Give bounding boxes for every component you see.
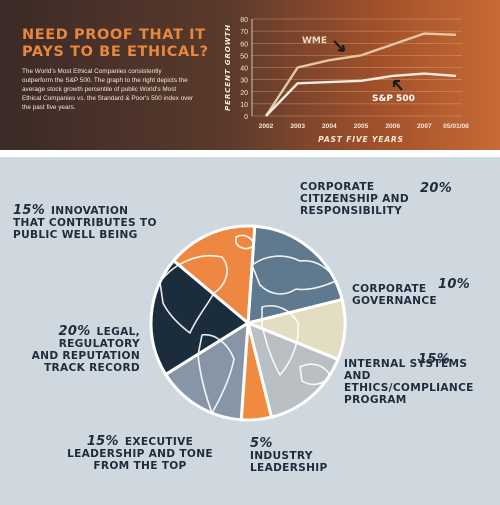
pie-slice: [149, 258, 251, 377]
series-arrow-wme: [333, 40, 346, 53]
y-tick-label: 70: [240, 29, 248, 36]
x-tick-label: 05/01/08: [443, 123, 469, 130]
pie-label-internal-systems: INTERNAL SYSTEMS AND ETHICS/COMPLIANCE P…: [344, 353, 479, 406]
x-tick-label: 2004: [322, 123, 337, 130]
series-arrow-sp500: [392, 79, 403, 91]
y-tick-label: 40: [240, 66, 248, 73]
series-line-sp500: [265, 72, 457, 117]
banner-headline: NEED PROOF THAT IT PAYS TO BE ETHICAL?: [22, 27, 209, 60]
pie-label-percent: 15%: [418, 352, 451, 367]
pie-label-name: EXECUTIVE LEADERSHIP AND TONE FROM THE T…: [67, 436, 213, 472]
pie-label-corporate-governance: CORPORATE GOVERNANCE 10%: [352, 278, 470, 307]
x-tick-label: 2006: [385, 123, 400, 130]
pie-label-name: LEGAL, REGULATORY AND REPUTATION TRACK R…: [31, 326, 140, 374]
continent-outline: [261, 305, 300, 376]
world-map-outline: [159, 234, 337, 414]
pie-label-industry-leadership: 5% INDUSTRY LEADERSHIP: [250, 436, 360, 474]
pie-label-percent: 20%: [420, 181, 453, 196]
series-label-sp500: S&P 500: [372, 94, 415, 104]
series-line-wme: [264, 32, 457, 117]
x-tick-label: 2005: [354, 123, 369, 130]
x-axis-label: PAST FIVE YEARS: [318, 135, 404, 144]
banner-description: The World's Most Ethical Companies consi…: [22, 68, 194, 111]
x-tick-label: 2002: [259, 123, 274, 130]
pie-slice: [245, 320, 340, 419]
y-tick-label: 60: [240, 41, 248, 48]
pie-label-percent: 10%: [438, 277, 471, 292]
continent-outline: [251, 255, 337, 295]
y-tick-label: 0: [244, 114, 248, 121]
growth-line-chart: 0 10 20 30 40 50 60 70 80 2002 2003 2004 2005 2006 200…: [223, 17, 469, 144]
pie-label-innovation: 15% INNOVATION THAT CONTRIBUTES TO PUBLI…: [13, 203, 163, 241]
y-tick-label: 50: [240, 53, 248, 60]
pie-label-legal-regulatory: 20% LEGAL, REGULATORY AND REPUTATION TRA…: [30, 324, 140, 374]
pie-slice: [246, 224, 344, 325]
pie-label-percent: 15%: [86, 434, 119, 449]
pie-label-name: CORPORATE GOVERNANCE: [352, 283, 437, 307]
pie-label-name: INTERNAL SYSTEMS AND ETHICS/COMPLIANCE P…: [344, 358, 474, 406]
pie-label-corporate-citizenship: CORPORATE CITIZENSHIP AND RESPONSIBILITY…: [300, 181, 452, 217]
pie-label-name: INNOVATION THAT CONTRIBUTES TO PUBLIC WE…: [13, 205, 157, 241]
x-tick-label: 2003: [290, 123, 305, 130]
pie-slice: [171, 224, 257, 327]
continent-outline: [299, 363, 331, 386]
continent-outline: [159, 255, 228, 334]
y-axis-label: PERCENT GROWTH: [223, 24, 232, 111]
pie-label-percent: 15%: [13, 203, 46, 218]
ethics-pie-chart: [149, 224, 347, 422]
series-label-wme: WME: [302, 36, 327, 46]
pie-label-percent: 20%: [58, 324, 91, 339]
x-tick-label: 2007: [417, 123, 432, 130]
pie-label-percent: 5%: [250, 436, 273, 451]
pie-label-name: INDUSTRY LEADERSHIP: [250, 450, 328, 474]
pie-label-executive-leadership: 15% EXECUTIVE LEADERSHIP AND TONE FROM T…: [65, 434, 215, 472]
y-tick-label: 30: [240, 78, 248, 85]
continent-outline: [197, 334, 235, 414]
y-tick-label: 10: [240, 102, 248, 109]
y-tick-label: 20: [240, 90, 248, 97]
continent-outline: [235, 234, 255, 250]
y-tick-label: 80: [240, 17, 248, 24]
pie-label-name: CORPORATE CITIZENSHIP AND RESPONSIBILITY: [300, 181, 409, 217]
